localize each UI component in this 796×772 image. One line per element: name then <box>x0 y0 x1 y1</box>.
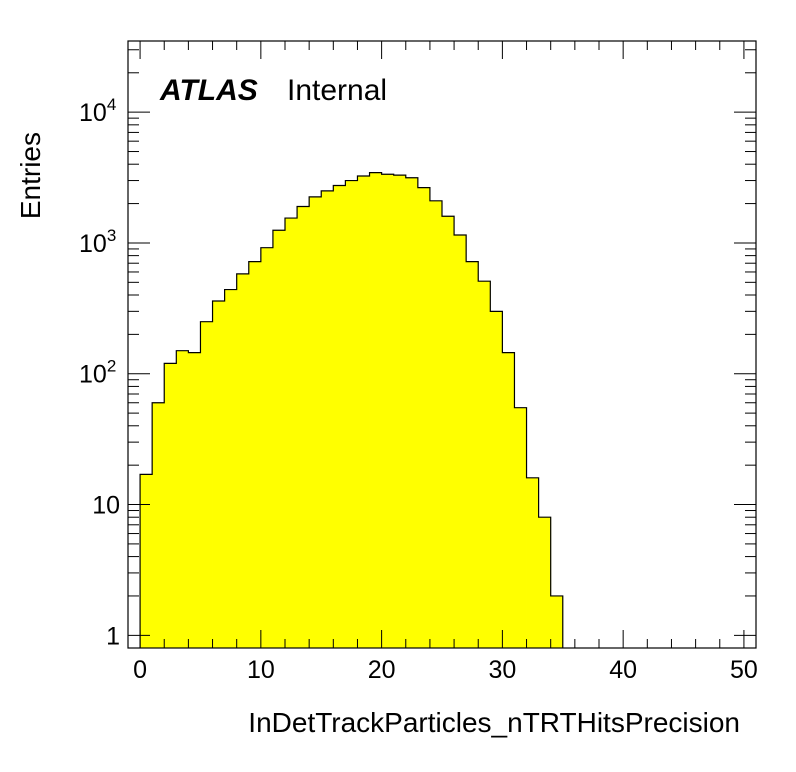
atlas-label: ATLAS <box>159 74 258 107</box>
histogram-bin-26 <box>454 235 467 648</box>
x-tick-labels: 0 10 20 30 40 50 <box>133 656 758 684</box>
histogram-bin-1 <box>152 402 165 648</box>
x-tick-label: 50 <box>730 656 758 684</box>
histogram-bin-15 <box>321 190 334 648</box>
histogram-bin-27 <box>466 261 479 648</box>
histogram-bin-2 <box>164 363 177 648</box>
histogram-bin-23 <box>417 187 431 648</box>
y-tick-label: 104 <box>79 95 116 127</box>
histogram-bin-3 <box>176 350 189 648</box>
histogram-bin-5 <box>200 321 213 648</box>
y-tick-label: 102 <box>79 357 116 389</box>
histogram-bin-30 <box>502 352 515 648</box>
x-tick-label: 40 <box>609 656 637 684</box>
histogram-bin-14 <box>309 196 322 648</box>
histogram-bin-10 <box>260 247 274 648</box>
histogram-bin-20 <box>381 174 395 648</box>
plot-frame <box>127 40 757 649</box>
x-tick-label: 20 <box>368 656 396 684</box>
histogram-bin-31 <box>514 407 527 648</box>
histogram-bin-6 <box>212 300 226 648</box>
histogram-bin-0 <box>140 474 153 648</box>
histogram-bin-11 <box>272 230 286 648</box>
internal-label: Internal <box>287 74 387 107</box>
histogram-bin-34 <box>550 595 564 648</box>
histogram-bin-32 <box>526 477 540 648</box>
histogram-bin-29 <box>490 311 503 648</box>
histogram-bin-22 <box>405 177 419 649</box>
histogram-bin-21 <box>393 175 407 648</box>
y-tick-label: 10 <box>92 492 120 520</box>
histogram-bin-9 <box>248 261 262 648</box>
histogram-bin-24 <box>429 200 443 648</box>
histogram-bin-16 <box>333 185 346 649</box>
histogram-bin-25 <box>442 216 455 649</box>
x-axis-title: InDetTrackParticles_nTRTHitsPrecision <box>248 707 740 738</box>
y-tick-label: 103 <box>79 226 116 258</box>
histogram-bin-19 <box>369 172 383 648</box>
histogram-bin-13 <box>297 206 310 648</box>
x-tick-label: 10 <box>247 656 275 684</box>
histogram-bin-17 <box>345 180 358 648</box>
histogram-bin-7 <box>224 289 238 648</box>
x-tick-label: 30 <box>488 656 516 684</box>
histogram-bin-4 <box>188 352 201 648</box>
histogram-outline <box>139 172 564 648</box>
axis-ticks <box>128 41 756 648</box>
histogram-bin-8 <box>236 273 250 648</box>
y-axis-title: Entries <box>15 132 46 219</box>
y-tick-labels: 1 10 102 103 104 <box>79 95 120 650</box>
histogram-bin-28 <box>478 281 491 648</box>
histogram-bin-18 <box>357 176 370 649</box>
y-tick-label: 1 <box>106 622 120 650</box>
histogram-bars <box>139 172 564 649</box>
x-tick-label: 0 <box>133 656 147 684</box>
histogram-bin-33 <box>538 517 552 648</box>
histogram-bin-12 <box>285 218 298 648</box>
